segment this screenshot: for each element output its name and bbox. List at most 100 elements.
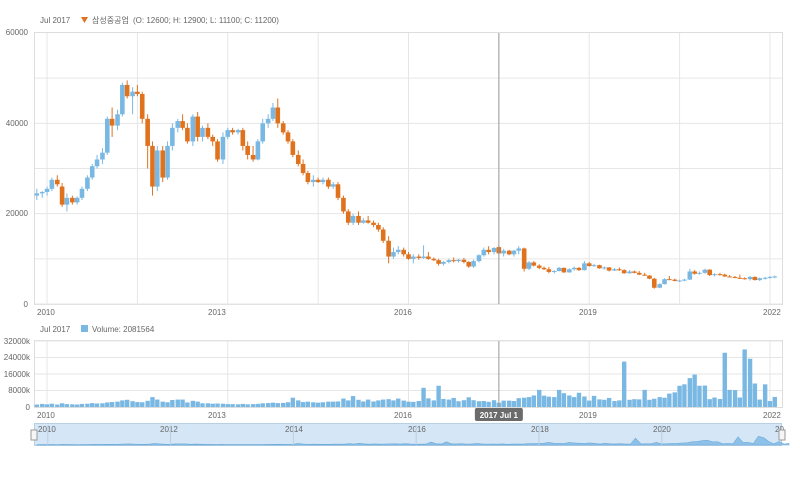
candle-body[interactable]: [506, 250, 512, 255]
candle-body[interactable]: [536, 265, 542, 268]
volume-bar[interactable]: [85, 403, 90, 407]
candle-body[interactable]: [571, 267, 577, 270]
candle-body[interactable]: [591, 265, 597, 267]
candle-body[interactable]: [767, 276, 773, 278]
candle-body[interactable]: [165, 145, 170, 178]
volume-bar[interactable]: [501, 400, 506, 407]
volume-bar[interactable]: [541, 395, 547, 407]
volume-bar[interactable]: [346, 400, 351, 407]
candle-body[interactable]: [677, 280, 682, 282]
volume-bar[interactable]: [717, 398, 723, 407]
volume-bar[interactable]: [762, 384, 768, 407]
candle-body[interactable]: [757, 278, 763, 281]
candle-body[interactable]: [79, 188, 85, 198]
candle-body[interactable]: [376, 224, 381, 230]
volume-bar[interactable]: [130, 401, 135, 407]
volume-bar[interactable]: [180, 399, 185, 407]
candle-body[interactable]: [481, 249, 487, 256]
candle-body[interactable]: [300, 163, 306, 174]
candle-body[interactable]: [335, 184, 341, 198]
candle-body[interactable]: [707, 269, 713, 276]
volume-value[interactable]: Volume: 2081564: [92, 325, 155, 334]
candle-body[interactable]: [672, 279, 678, 281]
candle-body[interactable]: [541, 267, 547, 270]
candle-body[interactable]: [772, 276, 778, 278]
candle-body[interactable]: [135, 91, 140, 94]
volume-bar[interactable]: [591, 395, 597, 407]
volume-bar[interactable]: [230, 404, 235, 407]
volume-bar[interactable]: [682, 384, 687, 407]
volume-bar[interactable]: [391, 400, 396, 407]
candle-body[interactable]: [39, 191, 45, 194]
candle-body[interactable]: [195, 116, 200, 137]
volume-bar[interactable]: [416, 401, 421, 407]
candle-body[interactable]: [436, 260, 441, 264]
candle-body[interactable]: [285, 132, 291, 142]
candle-body[interactable]: [380, 229, 386, 241]
volume-bar[interactable]: [767, 401, 773, 407]
volume-bar[interactable]: [376, 400, 381, 407]
candle-body[interactable]: [732, 276, 738, 278]
volume-bar[interactable]: [371, 401, 376, 407]
candle-body[interactable]: [682, 279, 687, 281]
candle-body[interactable]: [54, 179, 60, 185]
volume-bar[interactable]: [642, 389, 647, 407]
candle-body[interactable]: [230, 130, 235, 133]
volume-bar[interactable]: [692, 374, 697, 407]
navigator-left-handle[interactable]: [30, 429, 38, 441]
candle-body[interactable]: [210, 136, 216, 142]
volume-bar[interactable]: [200, 403, 205, 407]
volume-bar[interactable]: [587, 400, 592, 407]
candle-body[interactable]: [345, 211, 351, 223]
volume-bar[interactable]: [335, 401, 341, 407]
volume-bar[interactable]: [64, 404, 70, 407]
volume-bar[interactable]: [446, 399, 452, 407]
volume-bar[interactable]: [707, 399, 712, 407]
volume-bar[interactable]: [617, 400, 622, 407]
candle-body[interactable]: [275, 107, 281, 124]
candle-body[interactable]: [627, 271, 632, 274]
series-name[interactable]: 삼성중공업: [92, 15, 129, 25]
volume-bar[interactable]: [687, 378, 693, 407]
volume-bar[interactable]: [170, 399, 175, 407]
volume-bar[interactable]: [647, 399, 652, 407]
candle-body[interactable]: [657, 284, 663, 288]
candle-body[interactable]: [521, 248, 527, 269]
volume-bar[interactable]: [556, 389, 562, 407]
volume-bar[interactable]: [296, 400, 301, 407]
volume-bar[interactable]: [461, 400, 467, 407]
candle-body[interactable]: [180, 121, 185, 128]
volume-bar[interactable]: [220, 403, 226, 407]
candle-body[interactable]: [85, 177, 90, 189]
candle-body[interactable]: [737, 277, 743, 279]
volume-bar[interactable]: [40, 403, 45, 407]
candle-body[interactable]: [651, 278, 657, 288]
candle-body[interactable]: [64, 197, 70, 205]
volume-bar[interactable]: [265, 403, 271, 407]
volume-bar[interactable]: [546, 396, 552, 407]
volume-bar[interactable]: [195, 401, 200, 407]
candle-body[interactable]: [371, 222, 376, 225]
candle-body[interactable]: [290, 141, 296, 155]
volume-bar[interactable]: [621, 361, 627, 407]
navigator-right-handle[interactable]: [778, 429, 786, 441]
candle-body[interactable]: [235, 130, 241, 133]
candle-body[interactable]: [486, 249, 491, 253]
volume-bar[interactable]: [365, 399, 371, 407]
volume-bar[interactable]: [521, 397, 527, 407]
volume-bar[interactable]: [94, 403, 100, 407]
candle-body[interactable]: [747, 276, 753, 280]
candle-body[interactable]: [89, 166, 95, 178]
volume-bar[interactable]: [552, 397, 557, 407]
volume-bar[interactable]: [145, 400, 150, 407]
volume-bar[interactable]: [300, 402, 306, 407]
candle-body[interactable]: [250, 154, 256, 160]
volume-bar[interactable]: [612, 401, 617, 407]
volume-bar[interactable]: [330, 401, 336, 407]
candle-body[interactable]: [416, 256, 422, 258]
volume-bar[interactable]: [567, 395, 572, 407]
volume-bar[interactable]: [240, 403, 246, 407]
candle-body[interactable]: [49, 179, 55, 189]
volume-bar[interactable]: [341, 398, 346, 407]
candle-body[interactable]: [104, 118, 110, 153]
